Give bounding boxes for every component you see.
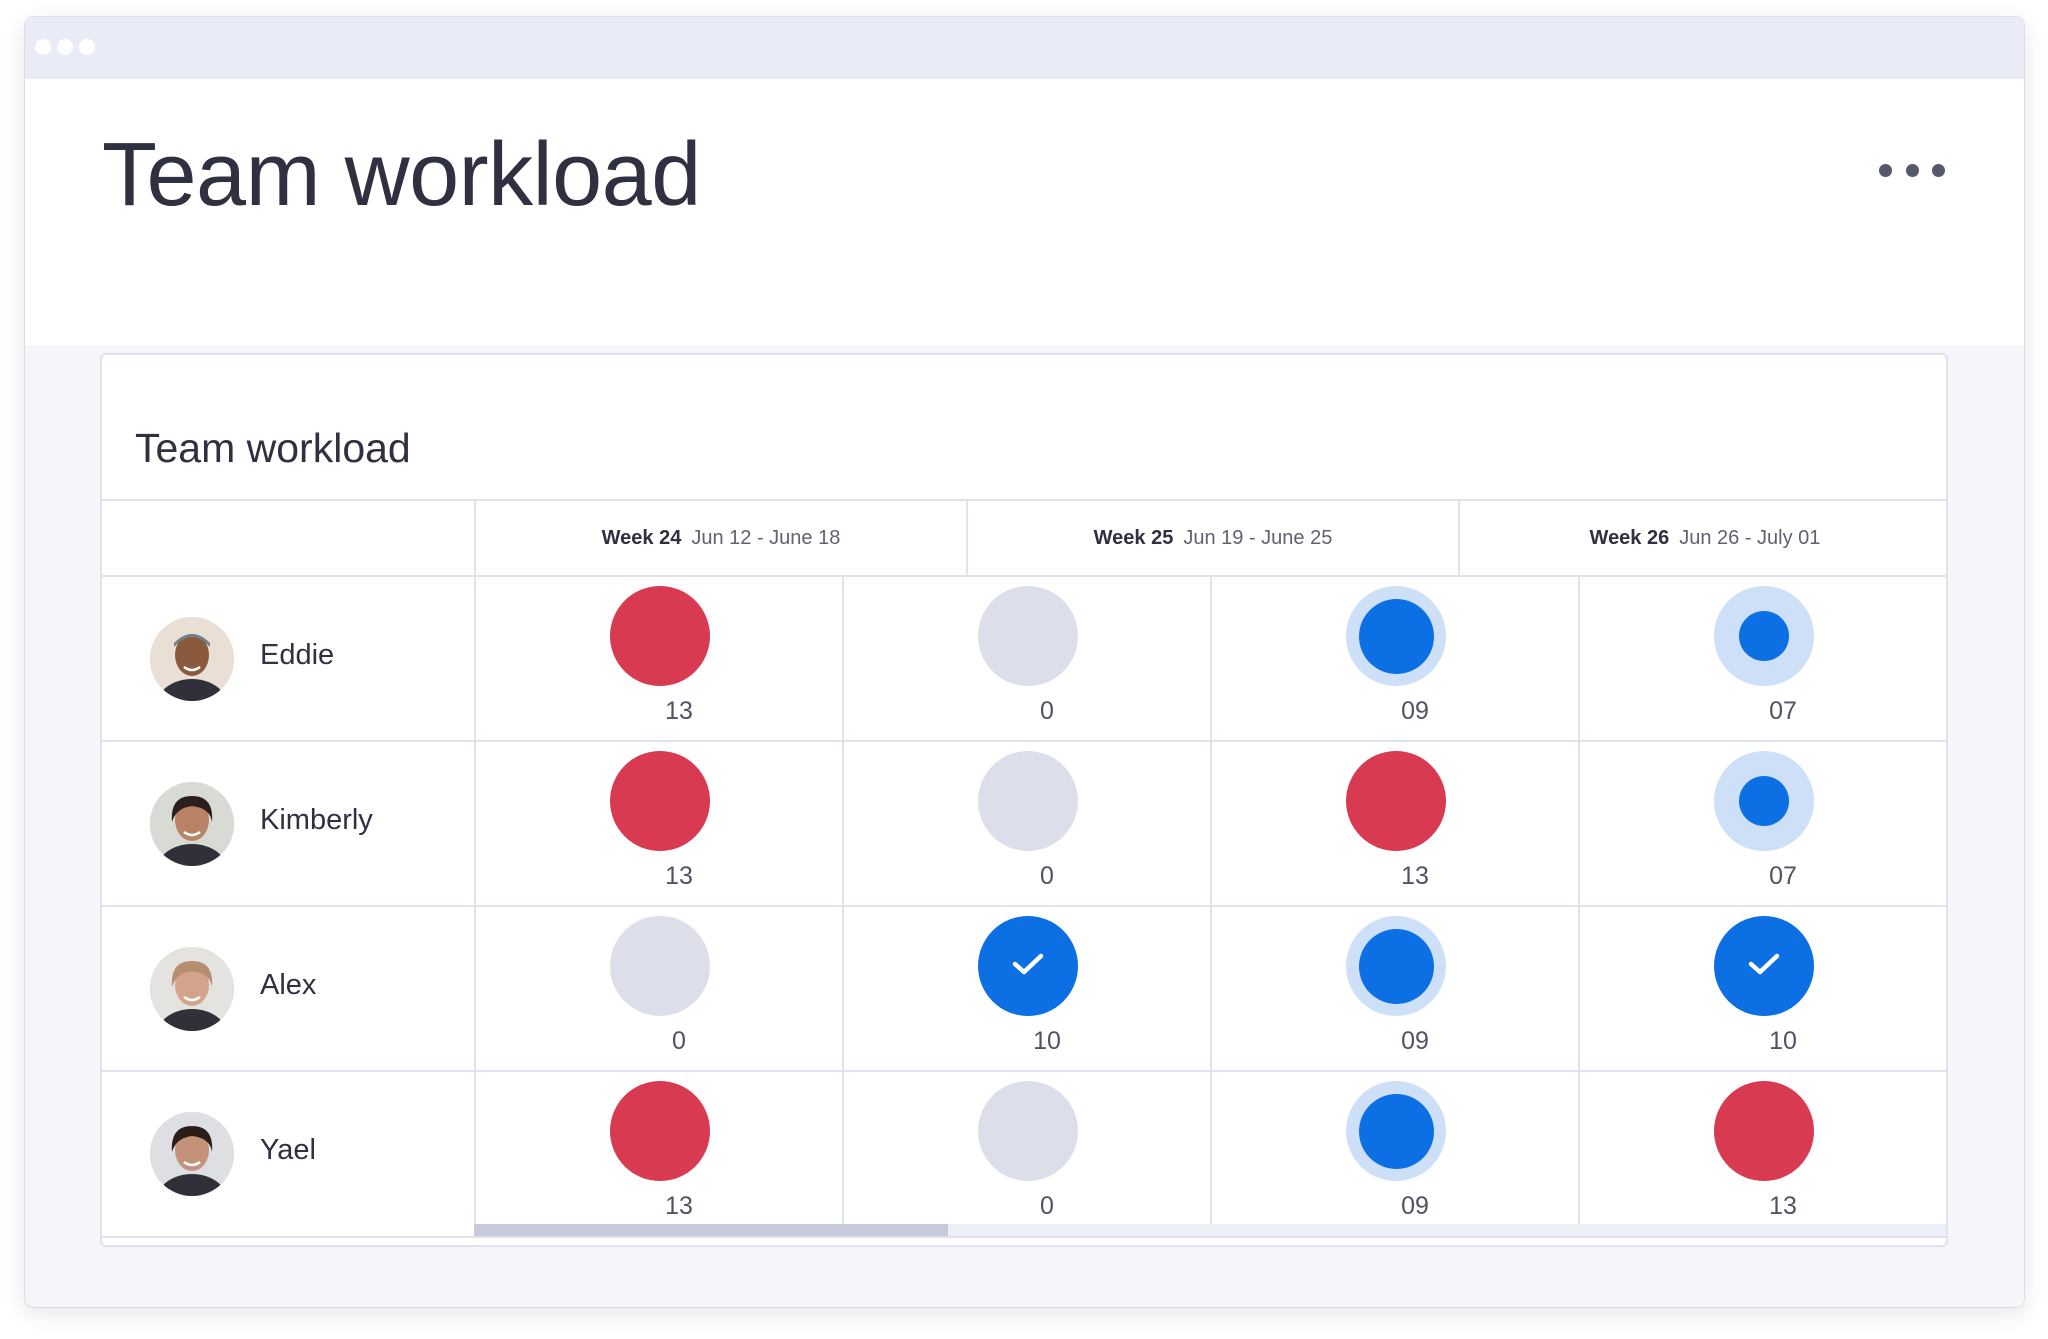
workload-cell[interactable]: 07 bbox=[1578, 742, 1946, 905]
window-dot-icon[interactable] bbox=[35, 39, 51, 55]
workload-value: 13 bbox=[665, 697, 693, 725]
workload-value: 0 bbox=[1040, 697, 1054, 725]
avatar[interactable] bbox=[150, 1112, 234, 1196]
week-label: Week 25 bbox=[1093, 526, 1174, 549]
avatar[interactable] bbox=[150, 782, 234, 866]
partial-capacity-indicator[interactable] bbox=[1346, 1081, 1446, 1181]
workload-value: 0 bbox=[1040, 1192, 1054, 1220]
workload-value: 10 bbox=[1033, 1027, 1061, 1055]
page-header bbox=[25, 79, 2024, 345]
overloaded-indicator[interactable] bbox=[610, 1081, 710, 1181]
widget-title: Team workload bbox=[135, 425, 411, 471]
workload-cell[interactable]: 10 bbox=[842, 907, 1210, 1070]
avatar[interactable] bbox=[150, 947, 234, 1031]
workload-value: 09 bbox=[1401, 697, 1429, 725]
week-header[interactable]: Week 25 Jun 19 - June 25 bbox=[966, 501, 1458, 575]
avatar[interactable] bbox=[150, 617, 234, 701]
capacity-fill bbox=[1739, 611, 1789, 661]
window-dot-icon[interactable] bbox=[57, 39, 73, 55]
partial-capacity-indicator[interactable] bbox=[1346, 916, 1446, 1016]
partial-capacity-indicator[interactable] bbox=[1714, 586, 1814, 686]
workload-cell[interactable]: 13 bbox=[474, 1072, 842, 1235]
week-range: Jun 26 - July 01 bbox=[1679, 526, 1821, 549]
workload-value: 13 bbox=[1401, 862, 1429, 890]
workload-value: 13 bbox=[1769, 1192, 1797, 1220]
window-titlebar bbox=[25, 17, 2024, 79]
person-name: Kimberly bbox=[260, 804, 373, 836]
workload-value: 13 bbox=[665, 1192, 693, 1220]
week-header[interactable]: Week 24 Jun 12 - June 18 bbox=[474, 501, 966, 575]
workload-value: 0 bbox=[1040, 862, 1054, 890]
partial-capacity-indicator[interactable] bbox=[1346, 586, 1446, 686]
empty-indicator[interactable] bbox=[978, 1081, 1078, 1181]
table-row: Kimberly 13 0 13 07 bbox=[102, 740, 1946, 905]
grid-divider bbox=[102, 499, 1946, 501]
overloaded-indicator[interactable] bbox=[1714, 1081, 1814, 1181]
workload-value: 09 bbox=[1401, 1027, 1429, 1055]
workload-widget: Team workload Week 24 Jun 12 - June 18 W… bbox=[100, 353, 1948, 1247]
workload-cell[interactable]: 13 bbox=[474, 577, 842, 740]
empty-indicator[interactable] bbox=[610, 916, 710, 1016]
capacity-fill bbox=[1358, 1093, 1434, 1169]
person-cell: Alex bbox=[102, 907, 474, 1070]
workload-cell[interactable]: 07 bbox=[1578, 577, 1946, 740]
person-name: Eddie bbox=[260, 639, 335, 671]
full-capacity-indicator[interactable] bbox=[978, 916, 1078, 1016]
page-title: Team workload bbox=[102, 125, 701, 225]
overloaded-indicator[interactable] bbox=[1346, 751, 1446, 851]
workload-value: 10 bbox=[1769, 1027, 1797, 1055]
workload-cell[interactable]: 09 bbox=[1210, 1072, 1578, 1235]
workload-cell[interactable]: 0 bbox=[474, 907, 842, 1070]
person-name: Alex bbox=[260, 969, 317, 1001]
week-range: Jun 19 - June 25 bbox=[1183, 526, 1333, 549]
workload-cell[interactable]: 0 bbox=[842, 577, 1210, 740]
partial-capacity-indicator[interactable] bbox=[1714, 751, 1814, 851]
workload-cell[interactable]: 13 bbox=[1210, 742, 1578, 905]
workload-cell[interactable]: 0 bbox=[842, 742, 1210, 905]
workload-cell[interactable]: 09 bbox=[1210, 577, 1578, 740]
person-name: Yael bbox=[260, 1134, 316, 1166]
horizontal-scrollbar-thumb[interactable] bbox=[474, 1224, 948, 1238]
checkmark-icon bbox=[1011, 951, 1045, 982]
empty-indicator[interactable] bbox=[978, 751, 1078, 851]
full-capacity-indicator[interactable] bbox=[1714, 916, 1814, 1016]
overloaded-indicator[interactable] bbox=[610, 751, 710, 851]
window-dot-icon[interactable] bbox=[79, 39, 95, 55]
workload-cell[interactable]: 10 bbox=[1578, 907, 1946, 1070]
app-window: Team workload Team workload Week 24 Jun … bbox=[25, 17, 2024, 1307]
person-cell: Yael bbox=[102, 1072, 474, 1235]
workload-cell[interactable]: 09 bbox=[1210, 907, 1578, 1070]
person-cell: Kimberly bbox=[102, 742, 474, 905]
workload-cell[interactable]: 13 bbox=[1578, 1072, 1946, 1235]
checkmark-icon bbox=[1747, 951, 1781, 982]
capacity-fill bbox=[1358, 928, 1434, 1004]
workload-value: 09 bbox=[1401, 1192, 1429, 1220]
week-label: Week 24 bbox=[601, 526, 682, 549]
capacity-fill bbox=[1739, 776, 1789, 826]
workload-cell[interactable]: 0 bbox=[842, 1072, 1210, 1235]
workload-value: 0 bbox=[672, 1027, 686, 1055]
person-cell: Eddie bbox=[102, 577, 474, 740]
workload-value: 07 bbox=[1769, 862, 1797, 890]
table-row: Eddie 13 0 09 07 bbox=[102, 575, 1946, 740]
week-label: Week 26 bbox=[1589, 526, 1670, 549]
workload-cell[interactable]: 13 bbox=[474, 742, 842, 905]
empty-indicator[interactable] bbox=[978, 586, 1078, 686]
workload-value: 13 bbox=[665, 862, 693, 890]
overloaded-indicator[interactable] bbox=[610, 586, 710, 686]
table-row: Alex 0 10 09 10 bbox=[102, 905, 1946, 1070]
workload-value: 07 bbox=[1769, 697, 1797, 725]
week-range: Jun 12 - June 18 bbox=[691, 526, 841, 549]
week-header[interactable]: Week 26 Jun 26 - July 01 bbox=[1458, 501, 1946, 575]
grid-divider bbox=[102, 1236, 1946, 1238]
capacity-fill bbox=[1358, 598, 1434, 674]
more-options-icon[interactable] bbox=[1879, 155, 1945, 185]
table-row: Yael 13 0 09 13 bbox=[102, 1070, 1946, 1235]
